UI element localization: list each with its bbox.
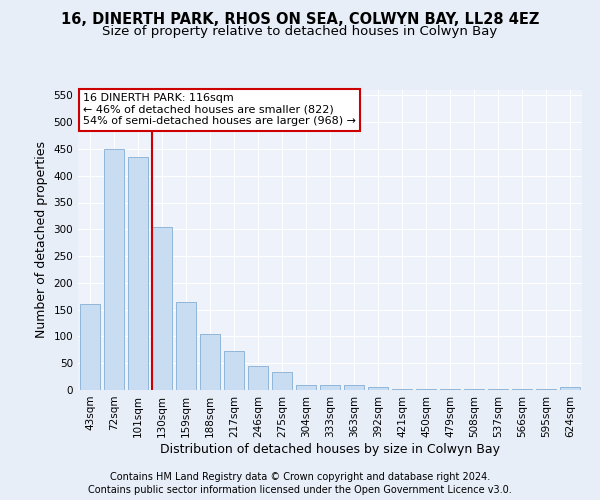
Bar	[392, 389, 412, 390]
Bar	[512, 389, 532, 390]
Bar	[248, 366, 268, 390]
Bar	[416, 389, 436, 390]
Bar	[488, 389, 508, 390]
Bar	[440, 389, 460, 390]
Bar	[272, 372, 292, 390]
Bar	[224, 351, 244, 390]
Text: 16 DINERTH PARK: 116sqm
← 46% of detached houses are smaller (822)
54% of semi-d: 16 DINERTH PARK: 116sqm ← 46% of detache…	[83, 93, 356, 126]
Text: Contains public sector information licensed under the Open Government Licence v3: Contains public sector information licen…	[88, 485, 512, 495]
Bar	[104, 149, 124, 390]
Bar	[128, 157, 148, 390]
Text: Contains HM Land Registry data © Crown copyright and database right 2024.: Contains HM Land Registry data © Crown c…	[110, 472, 490, 482]
Bar	[560, 388, 580, 390]
Bar	[368, 388, 388, 390]
Bar	[344, 384, 364, 390]
X-axis label: Distribution of detached houses by size in Colwyn Bay: Distribution of detached houses by size …	[160, 442, 500, 456]
Bar	[176, 302, 196, 390]
Y-axis label: Number of detached properties: Number of detached properties	[35, 142, 48, 338]
Bar	[536, 389, 556, 390]
Bar	[296, 384, 316, 390]
Bar	[80, 304, 100, 390]
Bar	[320, 384, 340, 390]
Text: 16, DINERTH PARK, RHOS ON SEA, COLWYN BAY, LL28 4EZ: 16, DINERTH PARK, RHOS ON SEA, COLWYN BA…	[61, 12, 539, 28]
Bar	[464, 389, 484, 390]
Text: Size of property relative to detached houses in Colwyn Bay: Size of property relative to detached ho…	[103, 25, 497, 38]
Bar	[200, 334, 220, 390]
Bar	[152, 226, 172, 390]
